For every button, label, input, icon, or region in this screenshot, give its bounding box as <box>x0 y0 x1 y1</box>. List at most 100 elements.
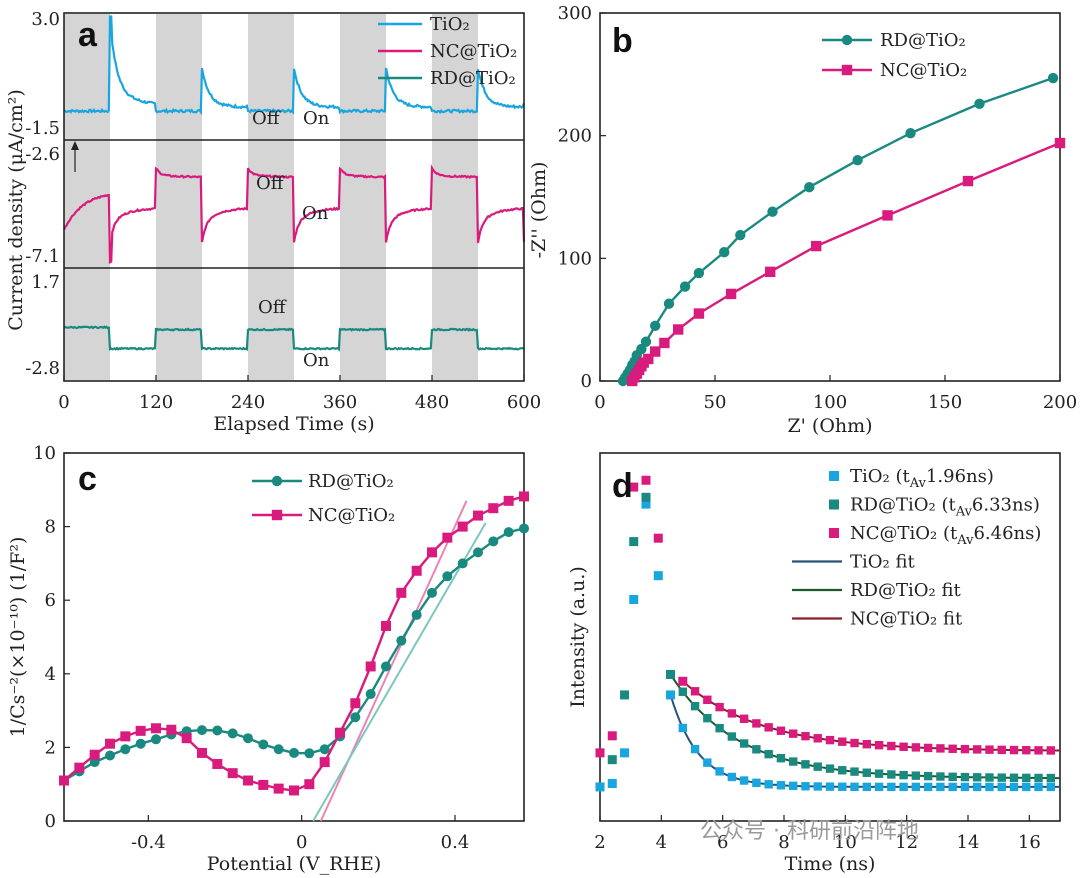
mott-schottky-point <box>181 733 192 744</box>
decay-point <box>1009 782 1019 792</box>
panel-b-ticks: 0 50 100 150 200 0 100 200 300 <box>558 3 1078 413</box>
panel-d-ticks: 2 4 6 8 10 12 14 16 <box>594 815 1041 853</box>
decay-point <box>973 773 982 782</box>
decay-point <box>629 537 639 547</box>
decay-point <box>1022 782 1031 792</box>
mott-schottky-point <box>457 521 468 532</box>
decay-point <box>850 738 859 748</box>
xtick-label: 6 <box>717 832 728 853</box>
panel-b-letter: b <box>612 22 633 60</box>
nyquist-point <box>693 267 705 279</box>
panel-d-xlabel: Time (ns) <box>785 853 876 875</box>
decay-point <box>776 726 786 735</box>
decay-point <box>825 735 835 745</box>
xtick-label: 150 <box>928 392 962 413</box>
mott-schottky-point <box>105 750 115 761</box>
mott-schottky-point <box>365 689 376 700</box>
decay-point <box>678 687 687 696</box>
panel-c-xlabel: Potential (V_RHE) <box>207 853 382 875</box>
decay-point <box>715 702 724 712</box>
mott-schottky-point <box>411 565 422 576</box>
legend-label: RD@TiO₂ (tAv6.33ns) <box>850 495 1040 520</box>
mott-schottky-point <box>59 775 69 786</box>
mott-schottky-point <box>488 503 499 514</box>
panel-d-series <box>595 475 1060 792</box>
mott-schottky-line-0 <box>63 527 525 782</box>
decay-point <box>764 749 773 759</box>
nyquist-point <box>719 247 730 258</box>
decay-point <box>801 782 810 791</box>
decay-point <box>899 742 908 751</box>
mott-schottky-point <box>151 734 161 745</box>
legend-label: NC@TiO₂ <box>880 60 967 81</box>
decay-point <box>752 719 761 728</box>
decay-point <box>1022 773 1031 783</box>
xtick-label: 2 <box>594 832 605 853</box>
annot-off: Off <box>256 173 285 194</box>
nyquist-point <box>811 240 822 252</box>
panel-b-frame <box>599 12 1061 382</box>
mott-schottky-point <box>411 609 422 620</box>
ytick-label: 300 <box>558 3 592 24</box>
decay-point <box>887 782 896 792</box>
decay-point <box>1022 746 1031 755</box>
decay-point <box>960 772 970 782</box>
xtick-label: 50 <box>704 392 727 413</box>
decay-point <box>862 739 871 749</box>
mott-schottky-point <box>105 738 115 749</box>
panel-c-ylabel: 1/Cs⁻²(×10⁻¹⁰) (1/F²) <box>7 537 29 738</box>
tangent-fit-line-0 <box>319 500 468 822</box>
legend-label: NC@TiO₂ (tAv6.46ns) <box>850 523 1041 548</box>
decay-point <box>874 769 884 778</box>
xtick-label: 0.4 <box>441 832 470 853</box>
decay-point <box>850 782 859 792</box>
panel-d: 2 4 6 8 10 12 14 16 d TiO₂ (tAv1.96ns) RD@TiO₂ (… <box>567 452 1061 875</box>
mott-schottky-point <box>442 532 453 543</box>
panel-a-frame <box>63 12 525 382</box>
decay-point <box>813 734 822 743</box>
decay-point <box>887 741 896 751</box>
decay-point <box>703 758 712 767</box>
decay-point <box>690 687 700 696</box>
mott-schottky-point <box>350 712 361 723</box>
decay-point <box>997 782 1006 792</box>
xtick-label: 240 <box>231 392 265 413</box>
nyquist-point <box>852 155 863 166</box>
decay-point <box>1046 782 1055 792</box>
panel-c: -0.4 0 0.4 0 2 4 6 8 10 c RD@TiO₂ NC@TiO₂ Potenti… <box>7 443 529 875</box>
decay-point <box>1046 773 1055 783</box>
decay-point <box>997 773 1006 782</box>
decay-point <box>595 748 605 758</box>
decay-point <box>752 778 761 788</box>
legend-label: NC@TiO₂ <box>308 505 395 526</box>
watermark: 公众号 · 科研前沿阵地 <box>700 819 919 844</box>
decay-point <box>923 782 933 792</box>
mott-schottky-point <box>519 523 529 534</box>
trace-tio2 <box>63 15 526 116</box>
arrow-head <box>71 141 79 150</box>
decay-point <box>838 737 847 746</box>
mott-schottky-point <box>473 547 483 558</box>
off-period-1 <box>156 14 202 380</box>
decay-point <box>620 748 630 758</box>
decay-point <box>641 492 651 502</box>
mott-schottky-point <box>151 723 161 734</box>
decay-point <box>789 729 798 738</box>
legend-label: RD@TiO₂ fit <box>850 580 961 601</box>
decay-point <box>838 766 847 775</box>
ytick-label: 100 <box>558 248 592 269</box>
decay-point <box>653 571 663 581</box>
decay-point <box>985 782 994 792</box>
legend-label: RD@TiO₂ <box>430 68 516 89</box>
ytick-bottom-1: -7.1 <box>25 246 60 267</box>
nyquist-point <box>1054 137 1066 149</box>
ytick-label: 200 <box>558 126 592 147</box>
decay-point <box>801 760 810 769</box>
legend-label: RD@TiO₂ <box>308 471 394 492</box>
mott-schottky-point <box>319 757 330 768</box>
decay-point <box>607 755 617 765</box>
panel-a-annotations: Off On Off On Off On <box>252 108 330 371</box>
mott-schottky-point <box>197 747 207 758</box>
panel-c-series <box>59 491 529 822</box>
decay-point <box>703 713 712 723</box>
